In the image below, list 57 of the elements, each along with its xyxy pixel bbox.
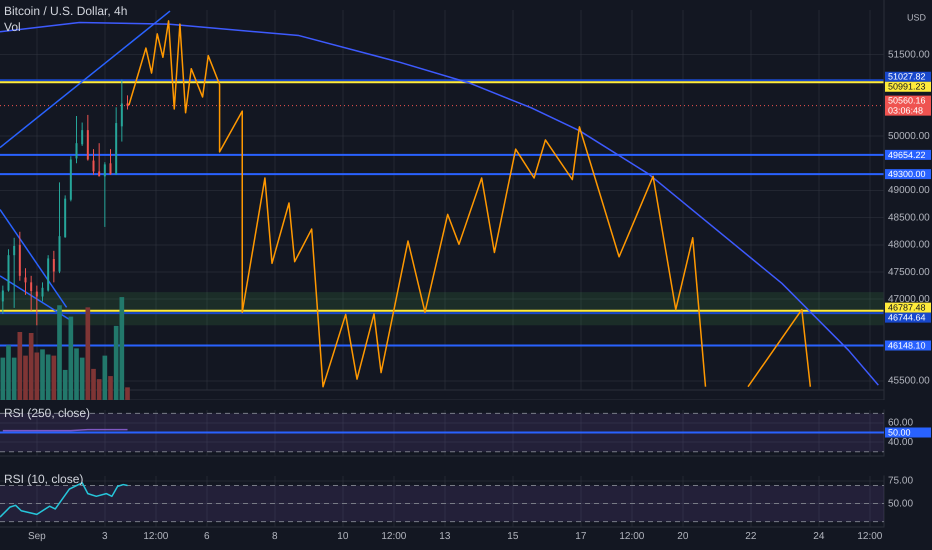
- y-tick-label: 50000.00: [888, 130, 930, 142]
- bar: [52, 356, 56, 400]
- x-tick-label: 24: [813, 530, 825, 542]
- x-tick-label: 20: [677, 530, 689, 542]
- ref-line-label: 46744.64: [888, 312, 926, 323]
- candlestick: [13, 237, 16, 308]
- y-tick-label: 40.00: [888, 436, 914, 448]
- candlestick: [120, 79, 123, 142]
- x-tick-label: 12:00: [143, 530, 169, 542]
- y-tick-label: 50.00: [888, 498, 914, 510]
- chart-title: Bitcoin / U.S. Dollar, 4h: [4, 4, 128, 18]
- candlestick: [24, 268, 26, 296]
- y-tick-label: 51500.00: [888, 49, 930, 60]
- y-tick-label: 60.00: [888, 418, 914, 429]
- ref-line-label: 46787.48: [888, 302, 926, 313]
- candlestick: [2, 285, 4, 314]
- x-tick-label: 15: [507, 530, 519, 542]
- x-tick-label: 12:00: [619, 530, 645, 542]
- x-tick-label: 8: [272, 530, 278, 542]
- text: USD: [906, 12, 926, 22]
- y-tick-label: 48500.00: [888, 212, 930, 224]
- y-tick-label: 45500.00: [888, 376, 930, 387]
- candlestick: [98, 142, 100, 177]
- x-tick-label: 13: [439, 530, 451, 542]
- ref-line-label: 50991.23: [888, 82, 926, 92]
- bar: [125, 387, 130, 400]
- bar: [102, 356, 108, 400]
- candlestick: [52, 250, 55, 283]
- candlestick: [81, 122, 84, 146]
- candlestick: [30, 275, 32, 312]
- x-tick-label: 10: [337, 530, 349, 542]
- y-tick-label: 48000.00: [888, 240, 930, 251]
- x-tick-label: 6: [204, 530, 210, 542]
- y-tick-label: 49000.00: [888, 185, 930, 196]
- ref-line-label: 49300.00: [888, 169, 926, 180]
- x-tick-label: 17: [575, 530, 587, 542]
- y-tick-label: 47000.00: [888, 294, 930, 305]
- candlestick: [110, 148, 112, 176]
- ref-line-label: 46148.10: [888, 340, 926, 351]
- x-tick-label: Sep: [28, 530, 46, 542]
- candlestick: [42, 282, 44, 302]
- candlestick: [76, 116, 78, 164]
- bar: [108, 376, 113, 400]
- x-tick-label: 12:00: [857, 530, 883, 542]
- x-tick-label: 22: [745, 530, 757, 542]
- x-tick-label: 12:00: [381, 530, 407, 542]
- candlestick: [36, 285, 38, 326]
- candlestick: [92, 148, 94, 176]
- ref-line-label: 51027.82: [888, 72, 926, 82]
- y-tick-label: 75.00: [888, 476, 914, 487]
- candlestick: [104, 162, 106, 228]
- x-tick-label: 3: [102, 530, 108, 542]
- y-tick-label: 47500.00: [888, 266, 930, 278]
- ref-line-label: 49654.22: [888, 150, 926, 160]
- chart-title: RSI (250, close): [4, 406, 90, 420]
- chart-title: RSI (10, close): [4, 472, 84, 486]
- ref-line-label: 50560.16 03:06:48: [888, 96, 926, 116]
